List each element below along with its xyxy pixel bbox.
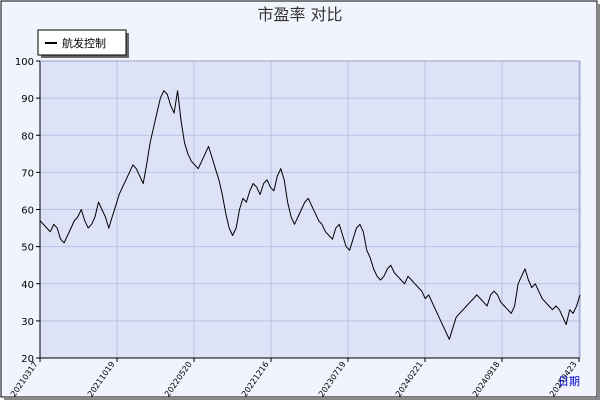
frame-shadow-right	[597, 4, 600, 400]
y-tick-label: 60	[21, 206, 34, 217]
legend: 航发控制	[37, 29, 129, 58]
y-tick-label: 40	[21, 280, 34, 291]
x-axis-label: 日期	[558, 375, 580, 388]
frame-shadow-bottom	[4, 397, 600, 400]
legend-series-label: 航发控制	[62, 36, 106, 50]
y-tick-label: 100	[15, 57, 34, 68]
y-tick-label: 20	[21, 354, 34, 365]
y-tick-label: 70	[21, 168, 34, 179]
y-tick-label: 30	[21, 317, 34, 328]
chart-title: 市盈率 对比	[257, 5, 342, 24]
y-tick-label: 90	[21, 94, 34, 105]
series-line-0	[39, 90, 581, 340]
y-tick-label: 50	[21, 243, 34, 254]
y-tick-label: 80	[21, 131, 34, 142]
